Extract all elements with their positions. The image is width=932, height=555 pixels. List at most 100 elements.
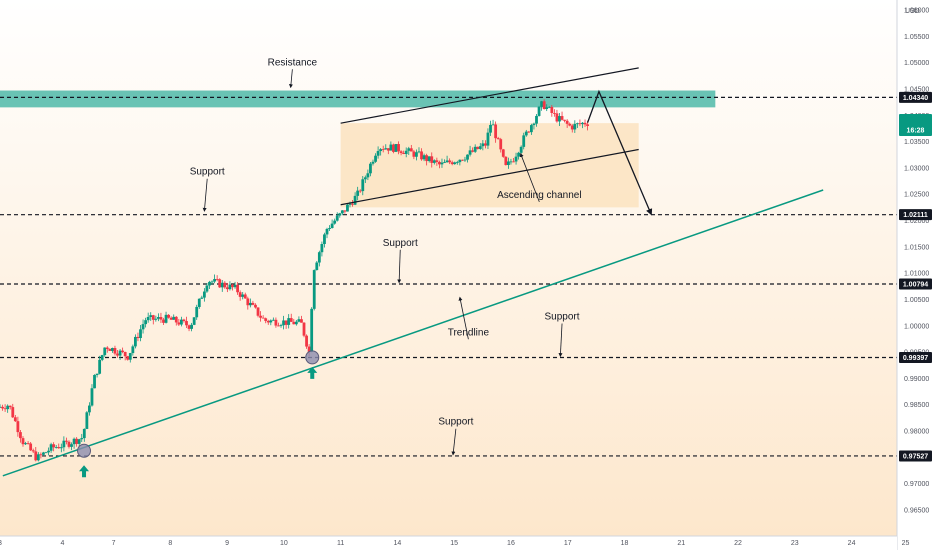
- candle-body: [461, 159, 464, 161]
- candle-body: [578, 123, 582, 125]
- candle-body: [517, 152, 521, 157]
- candle-body: [514, 156, 518, 162]
- candle-body: [3, 408, 7, 410]
- candle-body: [179, 319, 183, 325]
- candle-body: [430, 156, 434, 163]
- time-tick-label: 23: [791, 540, 799, 547]
- candle-body: [432, 160, 436, 163]
- candle-body: [412, 151, 416, 157]
- candle-body: [42, 452, 45, 455]
- last-price-badge: [899, 113, 932, 136]
- candle-body: [243, 294, 247, 299]
- candle-body: [310, 308, 314, 352]
- candle-body: [241, 294, 245, 297]
- candle-body: [118, 350, 122, 356]
- candle-body: [70, 444, 73, 447]
- candle-body: [570, 125, 574, 130]
- price-tick-label: 1.04500: [904, 86, 929, 93]
- last-price-countdown: 16:28: [907, 127, 925, 134]
- candle-body: [128, 353, 132, 360]
- candle-body: [271, 319, 275, 321]
- candle-body: [519, 146, 523, 153]
- arrow-up-icon: [307, 366, 318, 379]
- time-tick-label: 25: [902, 540, 910, 547]
- price-level-badge-text: 0.99397: [903, 355, 928, 362]
- candle-body: [425, 155, 429, 162]
- candle-body: [312, 270, 316, 309]
- candle-body: [274, 319, 278, 326]
- candle-body: [491, 124, 495, 126]
- candle-body: [31, 450, 35, 452]
- candle-body: [294, 321, 298, 325]
- candle-body: [6, 405, 10, 410]
- candle-body: [256, 307, 260, 316]
- candle-body: [34, 451, 38, 461]
- candle-body: [289, 318, 293, 322]
- time-tick-label: 11: [337, 540, 344, 547]
- candle-body: [453, 162, 457, 165]
- candle-body: [486, 132, 490, 146]
- candle-body: [1, 406, 4, 409]
- candle-body: [494, 124, 498, 139]
- candle-body: [466, 154, 469, 160]
- candle-body: [90, 388, 94, 406]
- candle-body: [586, 124, 589, 127]
- candle-body: [484, 143, 487, 146]
- candle-body: [555, 113, 559, 122]
- candle-body: [282, 320, 285, 326]
- candle-body: [116, 353, 119, 356]
- candle-body: [24, 443, 27, 445]
- time-tick-label: 15: [450, 540, 458, 547]
- candle-body: [330, 223, 334, 229]
- candle-body: [504, 156, 508, 166]
- candle-body: [213, 278, 216, 282]
- candle-body: [264, 318, 268, 321]
- candle-body: [552, 112, 556, 114]
- candle-body: [420, 151, 423, 160]
- candle-body: [563, 119, 566, 121]
- candle-body: [529, 125, 533, 133]
- price-level-badge-text: 1.02111: [903, 212, 928, 219]
- time-tick-label: 18: [621, 540, 629, 547]
- candle-body: [139, 329, 142, 339]
- candle-body: [88, 405, 91, 413]
- candle-body: [98, 359, 102, 374]
- candle-body: [167, 314, 171, 318]
- candle-body: [499, 139, 503, 150]
- candle-body: [379, 149, 383, 152]
- candle-body: [67, 441, 71, 447]
- candle-body: [269, 320, 273, 323]
- candle-body: [13, 417, 17, 422]
- candle-body: [131, 346, 135, 354]
- time-tick-label: 3: [0, 540, 2, 547]
- price-level-badge: [899, 91, 932, 103]
- price-tick-label: 1.05500: [904, 34, 929, 41]
- currency-label: USD: [905, 8, 920, 15]
- time-tick-label: 22: [734, 540, 742, 547]
- candle-body: [126, 356, 130, 360]
- candle-body: [358, 190, 362, 192]
- candle-body: [550, 106, 554, 113]
- price-level-badge-text: 1.00794: [903, 282, 928, 289]
- candle-body: [394, 144, 398, 152]
- candle-body: [215, 278, 219, 280]
- candle-body: [59, 447, 63, 449]
- candle-body: [72, 438, 76, 445]
- annotation-pointer-arrow: [451, 428, 457, 456]
- candle-body: [105, 347, 109, 349]
- candle-body: [583, 122, 587, 125]
- candle-body: [82, 428, 86, 439]
- candle-body: [154, 318, 158, 320]
- candle-body: [524, 131, 528, 136]
- candle-body: [558, 116, 561, 122]
- candle-body: [8, 405, 12, 408]
- candle-body: [228, 284, 232, 290]
- candle-body: [197, 298, 201, 307]
- time-axis-background[interactable]: [0, 536, 897, 550]
- candle-body: [287, 318, 291, 325]
- candle-body: [404, 150, 408, 154]
- candle-body: [496, 138, 500, 140]
- candle-body: [261, 317, 265, 319]
